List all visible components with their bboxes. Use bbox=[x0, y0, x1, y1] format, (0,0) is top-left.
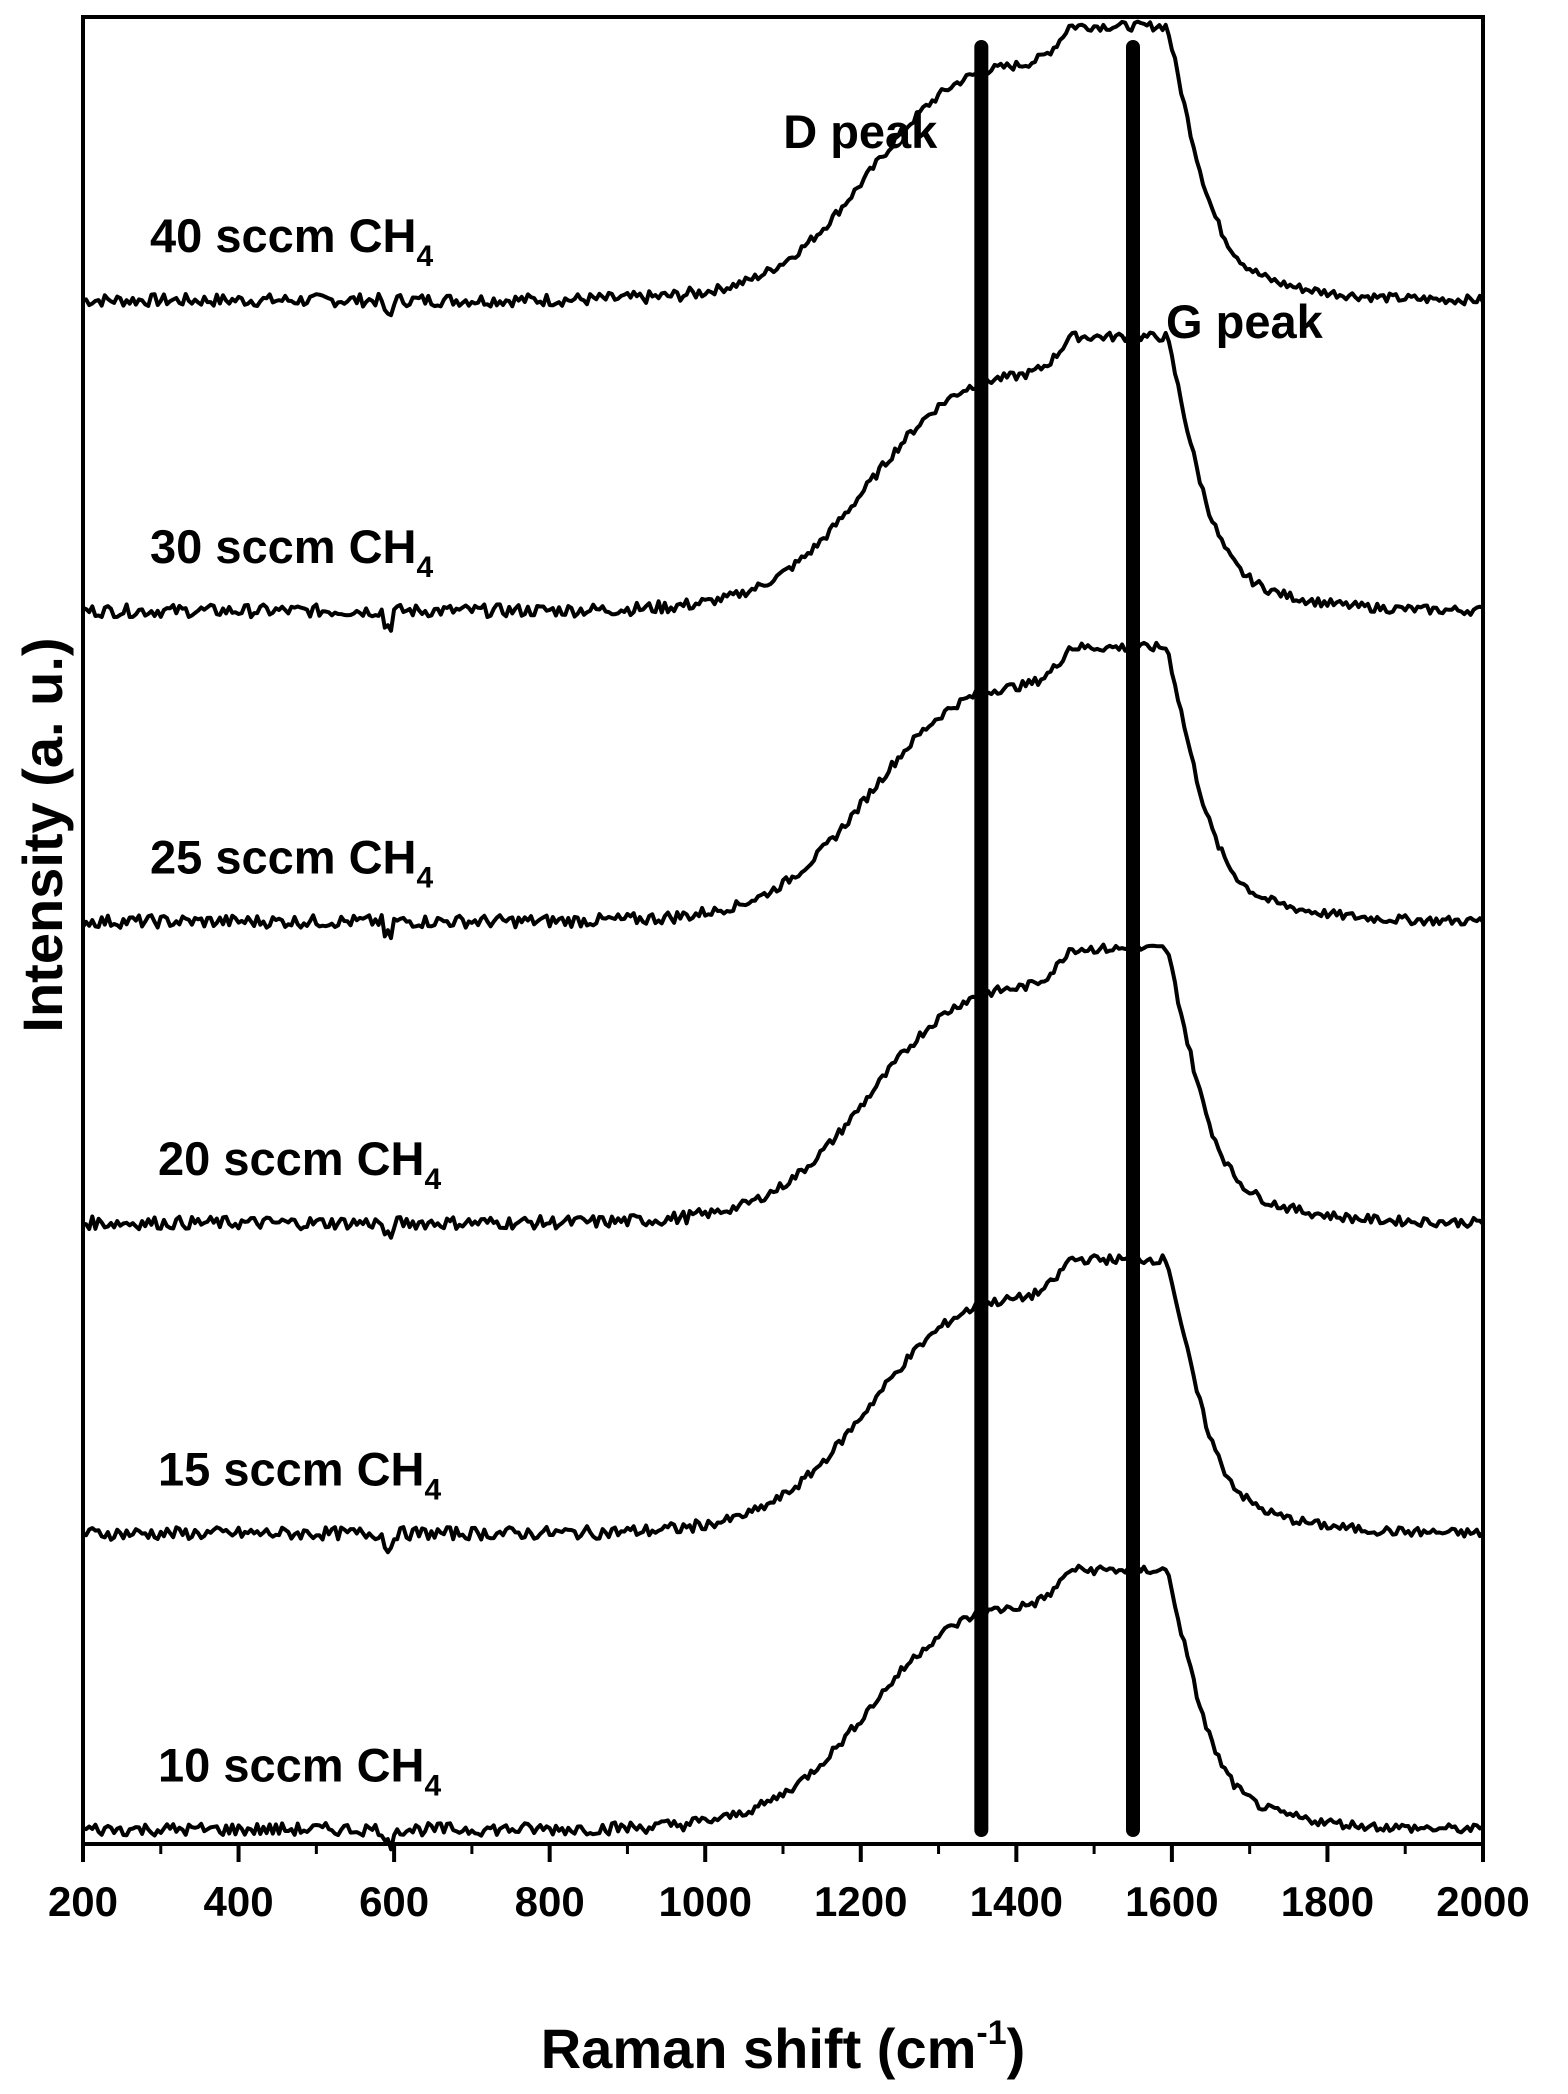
series-line bbox=[81, 640, 1485, 941]
series-line bbox=[82, 942, 1485, 1240]
x-tick-label: 400 bbox=[204, 1878, 274, 1925]
series-line bbox=[81, 1253, 1485, 1555]
x-tick-label: 200 bbox=[48, 1878, 118, 1925]
x-tick-label: 1000 bbox=[659, 1878, 752, 1925]
peak-label: G peak bbox=[1166, 295, 1324, 348]
x-tick-label: 1600 bbox=[1125, 1878, 1218, 1925]
x-tick-label: 1800 bbox=[1281, 1878, 1374, 1925]
peak-label: D peak bbox=[783, 105, 938, 158]
series-label: 25 sccm CH4 bbox=[150, 830, 434, 894]
x-axis-title: Raman shift (cm-1) bbox=[541, 2014, 1026, 2080]
series-label: 15 sccm CH4 bbox=[158, 1442, 442, 1506]
reference-lines: D peak G peak bbox=[783, 40, 1324, 1837]
series-line bbox=[82, 19, 1485, 318]
x-tick-label: 1200 bbox=[814, 1878, 907, 1925]
x-axis-ticks: 200 400 600 800 1000 1200 1400 1600 1800 2000 bbox=[48, 1844, 1530, 1925]
series-line bbox=[82, 1563, 1485, 1852]
series-curves bbox=[81, 19, 1485, 1852]
series-labels: 40 sccm CH4 30 sccm CH4 25 sccm CH4 20 sccm… bbox=[150, 209, 442, 1802]
x-tick-label: 800 bbox=[515, 1878, 585, 1925]
y-axis-title: Intensity (a. u.) bbox=[11, 637, 74, 1032]
x-tick-label: 2000 bbox=[1436, 1878, 1529, 1925]
x-tick-label: 600 bbox=[359, 1878, 429, 1925]
series-label: 40 sccm CH4 bbox=[150, 209, 434, 273]
series-label: 30 sccm CH4 bbox=[150, 520, 434, 584]
series-line bbox=[82, 330, 1484, 633]
series-label: 10 sccm CH4 bbox=[158, 1738, 442, 1802]
plot-frame bbox=[81, 15, 1485, 1846]
x-tick-label: 1400 bbox=[970, 1878, 1063, 1925]
series-label: 20 sccm CH4 bbox=[158, 1132, 442, 1196]
